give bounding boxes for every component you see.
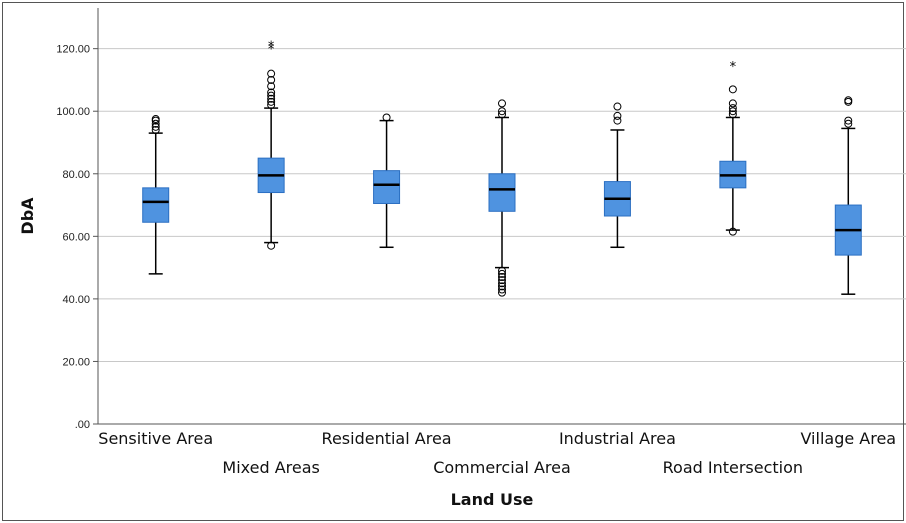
category-label: Mixed Areas [222, 458, 319, 477]
extreme-point: * [268, 40, 275, 55]
outlier-point [498, 107, 506, 116]
outlier-point [498, 288, 506, 297]
outlier-point [267, 91, 276, 100]
iqr-box [142, 187, 170, 223]
outlier-point [151, 125, 160, 134]
y-tick-label: 20.00 [62, 356, 90, 368]
box-road-intersection: * [719, 60, 747, 236]
category-label: Commercial Area [433, 458, 571, 477]
box-commercial-area [488, 99, 516, 297]
outlier-point [267, 241, 276, 250]
outlier-point [728, 107, 737, 116]
outlier-point [728, 104, 737, 113]
outlier-point [728, 227, 737, 236]
outlier-point [498, 272, 506, 281]
outlier-point [498, 279, 506, 288]
category-label: Industrial Area [559, 429, 676, 448]
y-tick-label: .00 [75, 419, 90, 431]
outlier-point [382, 113, 391, 122]
outlier-point [844, 116, 853, 125]
y-tick-label: 80.00 [62, 169, 90, 181]
outlier-point [844, 119, 853, 128]
outlier-point [728, 85, 737, 94]
y-tick-label: 40.00 [62, 294, 90, 306]
outlier-point [498, 276, 506, 285]
outlier-point [498, 99, 506, 108]
outlier-point [267, 94, 276, 103]
outlier-point [498, 266, 506, 275]
outlier-point [728, 99, 737, 108]
extreme-point: * [268, 43, 275, 58]
outlier-point [613, 116, 622, 125]
outlier-point [151, 122, 160, 131]
category-label: Residential Area [322, 429, 452, 448]
box-mixed-areas: ** [257, 40, 285, 250]
outlier-point [267, 100, 276, 109]
y-axis-title: DbA [18, 197, 37, 235]
category-label: Village Area [800, 429, 896, 448]
outlier-point [498, 282, 506, 291]
outlier-point [613, 102, 622, 111]
outlier-point [151, 119, 160, 128]
y-tick-label: 100.00 [56, 106, 90, 118]
iqr-box [373, 170, 401, 204]
category-label: Road Intersection [663, 458, 803, 477]
box-industrial-area [603, 102, 631, 249]
outlier-point [844, 97, 853, 106]
outlier-point [498, 285, 506, 294]
y-tick-label: 60.00 [62, 231, 90, 243]
outlier-point [844, 96, 853, 105]
x-axis-title: Land Use [451, 490, 534, 509]
box-sensitive-area [142, 115, 170, 275]
iqr-box [488, 173, 516, 212]
axis-layer [97, 8, 906, 425]
outlier-point [267, 69, 276, 78]
y-tick-labels: .00 20.00 40.00 60.00 80.00 100.00 120.00 [56, 44, 98, 431]
category-label: Sensitive Area [98, 429, 213, 448]
outlier-point [267, 97, 276, 106]
outlier-point [267, 82, 276, 91]
outlier-point [267, 88, 276, 97]
outlier-point [267, 75, 276, 84]
box-layer: *** [142, 40, 862, 297]
outlier-point [498, 269, 506, 278]
outlier-point [151, 115, 160, 124]
outlier-point [728, 110, 737, 119]
outlier-point [498, 110, 506, 119]
extreme-point: * [730, 60, 737, 75]
outlier-point [613, 111, 622, 120]
grid-layer [98, 48, 906, 362]
box-residential-area [373, 113, 401, 249]
box-village-area [834, 96, 862, 295]
y-tick-label: 120.00 [56, 44, 90, 56]
